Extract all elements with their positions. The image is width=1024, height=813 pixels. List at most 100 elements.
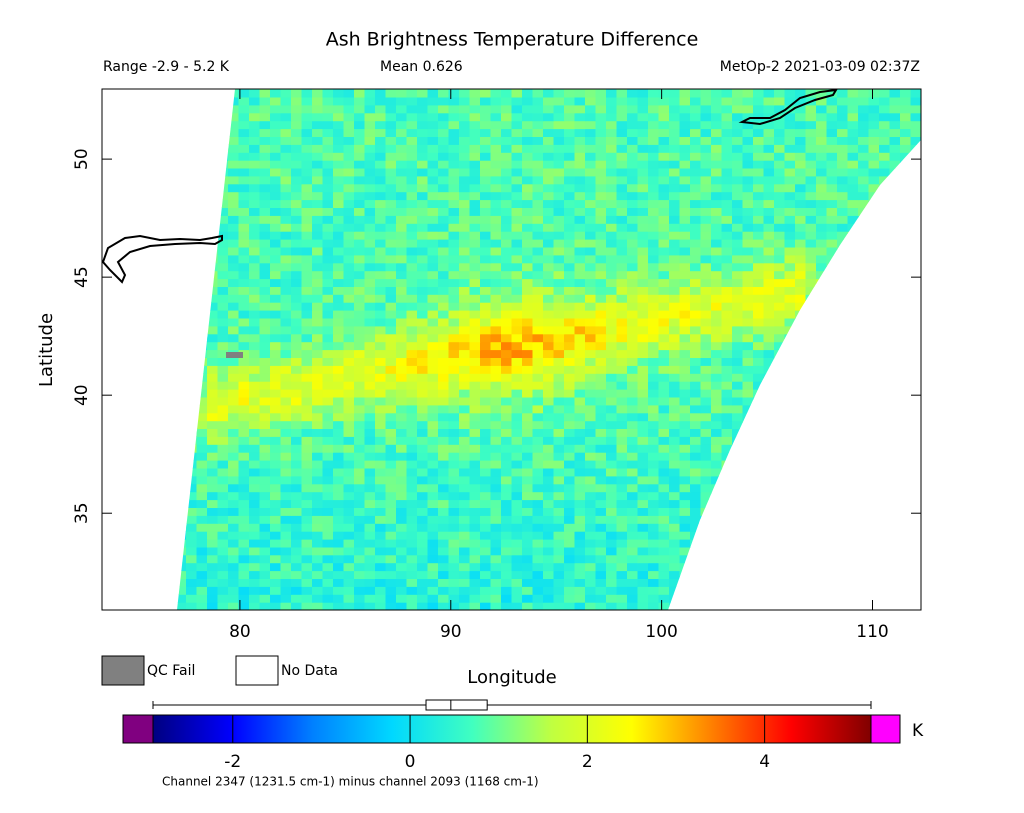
pixel	[711, 578, 723, 587]
pixel	[207, 191, 219, 201]
pixel	[155, 129, 166, 138]
pixel	[155, 547, 166, 556]
pixel	[343, 183, 355, 193]
pixel	[721, 365, 733, 374]
pixel	[889, 254, 901, 264]
pixel	[805, 436, 817, 445]
pixel	[679, 578, 691, 587]
pixel	[459, 167, 471, 177]
pixel	[375, 349, 387, 358]
pixel	[595, 499, 607, 508]
pixel	[165, 144, 176, 153]
pixel	[134, 310, 145, 319]
pixel	[134, 144, 145, 153]
pixel	[217, 373, 229, 382]
pixel	[177, 389, 187, 398]
pixel	[469, 436, 481, 445]
pixel	[627, 594, 639, 603]
pixel	[585, 404, 597, 414]
pixel	[700, 515, 712, 524]
pixel	[501, 444, 513, 453]
pixel	[385, 373, 397, 382]
pixel	[459, 120, 471, 130]
pixel	[177, 373, 187, 382]
pixel	[627, 175, 639, 185]
pixel	[648, 365, 660, 374]
pixel	[543, 460, 555, 469]
pixel	[627, 333, 639, 343]
pixel	[102, 555, 113, 564]
pixel	[522, 215, 534, 224]
pixel	[301, 396, 313, 406]
pixel	[574, 262, 586, 272]
pixel	[711, 262, 723, 272]
pixel	[228, 215, 240, 224]
pixel	[438, 120, 450, 130]
pixel	[459, 302, 471, 311]
pixel	[700, 325, 712, 335]
pixel	[102, 484, 113, 493]
pixel	[564, 183, 576, 193]
pixel	[889, 483, 901, 493]
pixel	[291, 341, 303, 351]
pixel	[795, 120, 807, 130]
pixel	[889, 594, 901, 603]
pixel	[837, 428, 849, 437]
pixel	[259, 436, 271, 445]
pixel	[669, 128, 681, 137]
pixel	[354, 515, 366, 524]
pixel	[123, 578, 134, 587]
pixel	[858, 167, 870, 177]
pixel	[469, 515, 481, 524]
pixel	[228, 594, 240, 603]
pixel	[228, 531, 240, 540]
pixel	[753, 191, 765, 201]
pixel	[700, 483, 712, 493]
pixel	[595, 554, 607, 564]
pixel	[595, 396, 607, 406]
pixel	[616, 246, 628, 256]
pixel	[501, 160, 513, 169]
pixel	[879, 554, 891, 564]
pixel	[637, 231, 649, 240]
pixel	[155, 302, 166, 311]
pixel	[228, 404, 240, 414]
pixel	[280, 112, 292, 122]
pixel	[196, 183, 208, 193]
pixel	[396, 120, 408, 130]
pixel	[238, 317, 250, 327]
pixel	[217, 183, 229, 193]
pixel	[606, 270, 618, 280]
pixel	[186, 325, 198, 335]
pixel	[459, 420, 471, 429]
pixel	[847, 554, 859, 564]
pixel	[228, 420, 240, 429]
pixel	[207, 262, 219, 272]
pixel	[889, 507, 901, 516]
pixel	[879, 207, 891, 216]
pixel	[102, 444, 113, 453]
pixel	[228, 389, 240, 398]
pixel	[438, 349, 450, 358]
pixel	[207, 270, 219, 280]
pixel	[763, 389, 775, 398]
pixel	[354, 412, 366, 422]
pixel	[123, 547, 134, 556]
pixel	[375, 475, 387, 485]
pixel	[354, 428, 366, 437]
pixel	[364, 246, 376, 256]
pixel	[301, 286, 313, 295]
pixel	[301, 333, 313, 343]
pixel	[501, 325, 513, 335]
pixel	[333, 428, 345, 437]
pixel	[417, 562, 429, 572]
pixel	[669, 270, 681, 280]
pixel	[921, 381, 932, 390]
pixel	[900, 349, 912, 358]
pixel	[448, 373, 460, 382]
pixel	[879, 428, 891, 437]
pixel	[228, 546, 240, 556]
pixel	[910, 562, 921, 572]
pixel	[270, 515, 282, 524]
pixel	[795, 215, 807, 224]
